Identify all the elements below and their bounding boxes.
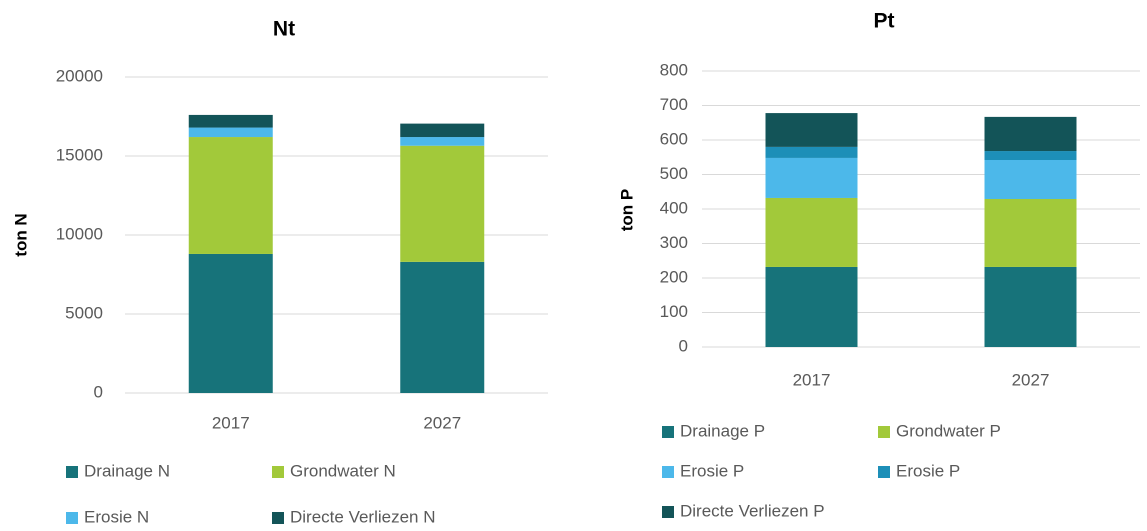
legend-swatch xyxy=(878,466,890,478)
legend-swatch xyxy=(662,466,674,478)
bar-segment xyxy=(984,160,1077,199)
chart-title: Pt xyxy=(874,10,895,33)
bar-segment xyxy=(400,261,485,393)
bar-segment xyxy=(765,266,858,347)
legend-label: Grondwater P xyxy=(896,421,1001,440)
legend-swatch xyxy=(66,512,78,524)
y-tick-label: 5000 xyxy=(65,303,103,322)
legend-label: Erosie P xyxy=(680,461,744,480)
chart-title: Nt xyxy=(273,18,295,41)
bar-segment xyxy=(765,157,858,198)
y-tick-label: 15000 xyxy=(56,145,103,164)
x-tick-label: 2027 xyxy=(423,413,461,432)
y-tick-label: 100 xyxy=(660,302,688,321)
legend-label: Grondwater N xyxy=(290,461,396,480)
x-tick-label: 2017 xyxy=(212,413,250,432)
bar-segment xyxy=(984,198,1077,267)
y-tick-label: 500 xyxy=(660,164,688,183)
y-tick-label: 600 xyxy=(660,129,688,148)
bar-segment xyxy=(188,253,273,393)
bar-segment xyxy=(984,151,1077,161)
bar-segment xyxy=(188,114,273,128)
bar-segment xyxy=(400,123,485,138)
legend-swatch xyxy=(272,512,284,524)
y-tick-label: 20000 xyxy=(56,66,103,85)
y-tick-label: 10000 xyxy=(56,224,103,243)
y-tick-label: 0 xyxy=(679,336,688,355)
legend-label: Erosie P xyxy=(896,461,960,480)
legend-label: Drainage P xyxy=(680,421,765,440)
bar-segment xyxy=(984,266,1077,347)
legend-label: Erosie N xyxy=(84,507,149,526)
legend-label: Directe Verliezen N xyxy=(290,507,436,526)
bar-segment xyxy=(400,145,485,262)
legend-swatch xyxy=(662,506,674,518)
legend-swatch xyxy=(662,426,674,438)
bar-segment xyxy=(765,113,858,147)
y-axis-label: ton N xyxy=(11,213,30,256)
y-tick-label: 200 xyxy=(660,267,688,286)
bar-segment xyxy=(765,197,858,267)
legend-swatch xyxy=(272,466,284,478)
y-tick-label: 0 xyxy=(94,382,103,401)
y-tick-label: 700 xyxy=(660,95,688,114)
bar-segment xyxy=(188,127,273,138)
bar-segment xyxy=(400,137,485,146)
legend-label: Drainage N xyxy=(84,461,170,480)
bar-segment xyxy=(188,137,273,254)
legend-label: Directe Verliezen P xyxy=(680,501,825,520)
x-tick-label: 2027 xyxy=(1012,370,1050,389)
y-tick-label: 300 xyxy=(660,233,688,252)
legend-swatch xyxy=(66,466,78,478)
y-tick-label: 800 xyxy=(660,60,688,79)
y-tick-label: 400 xyxy=(660,198,688,217)
bar-segment xyxy=(984,116,1077,152)
legend-swatch xyxy=(878,426,890,438)
y-axis-label: ton P xyxy=(617,189,636,232)
bar-segment xyxy=(765,146,858,158)
x-tick-label: 2017 xyxy=(793,370,831,389)
